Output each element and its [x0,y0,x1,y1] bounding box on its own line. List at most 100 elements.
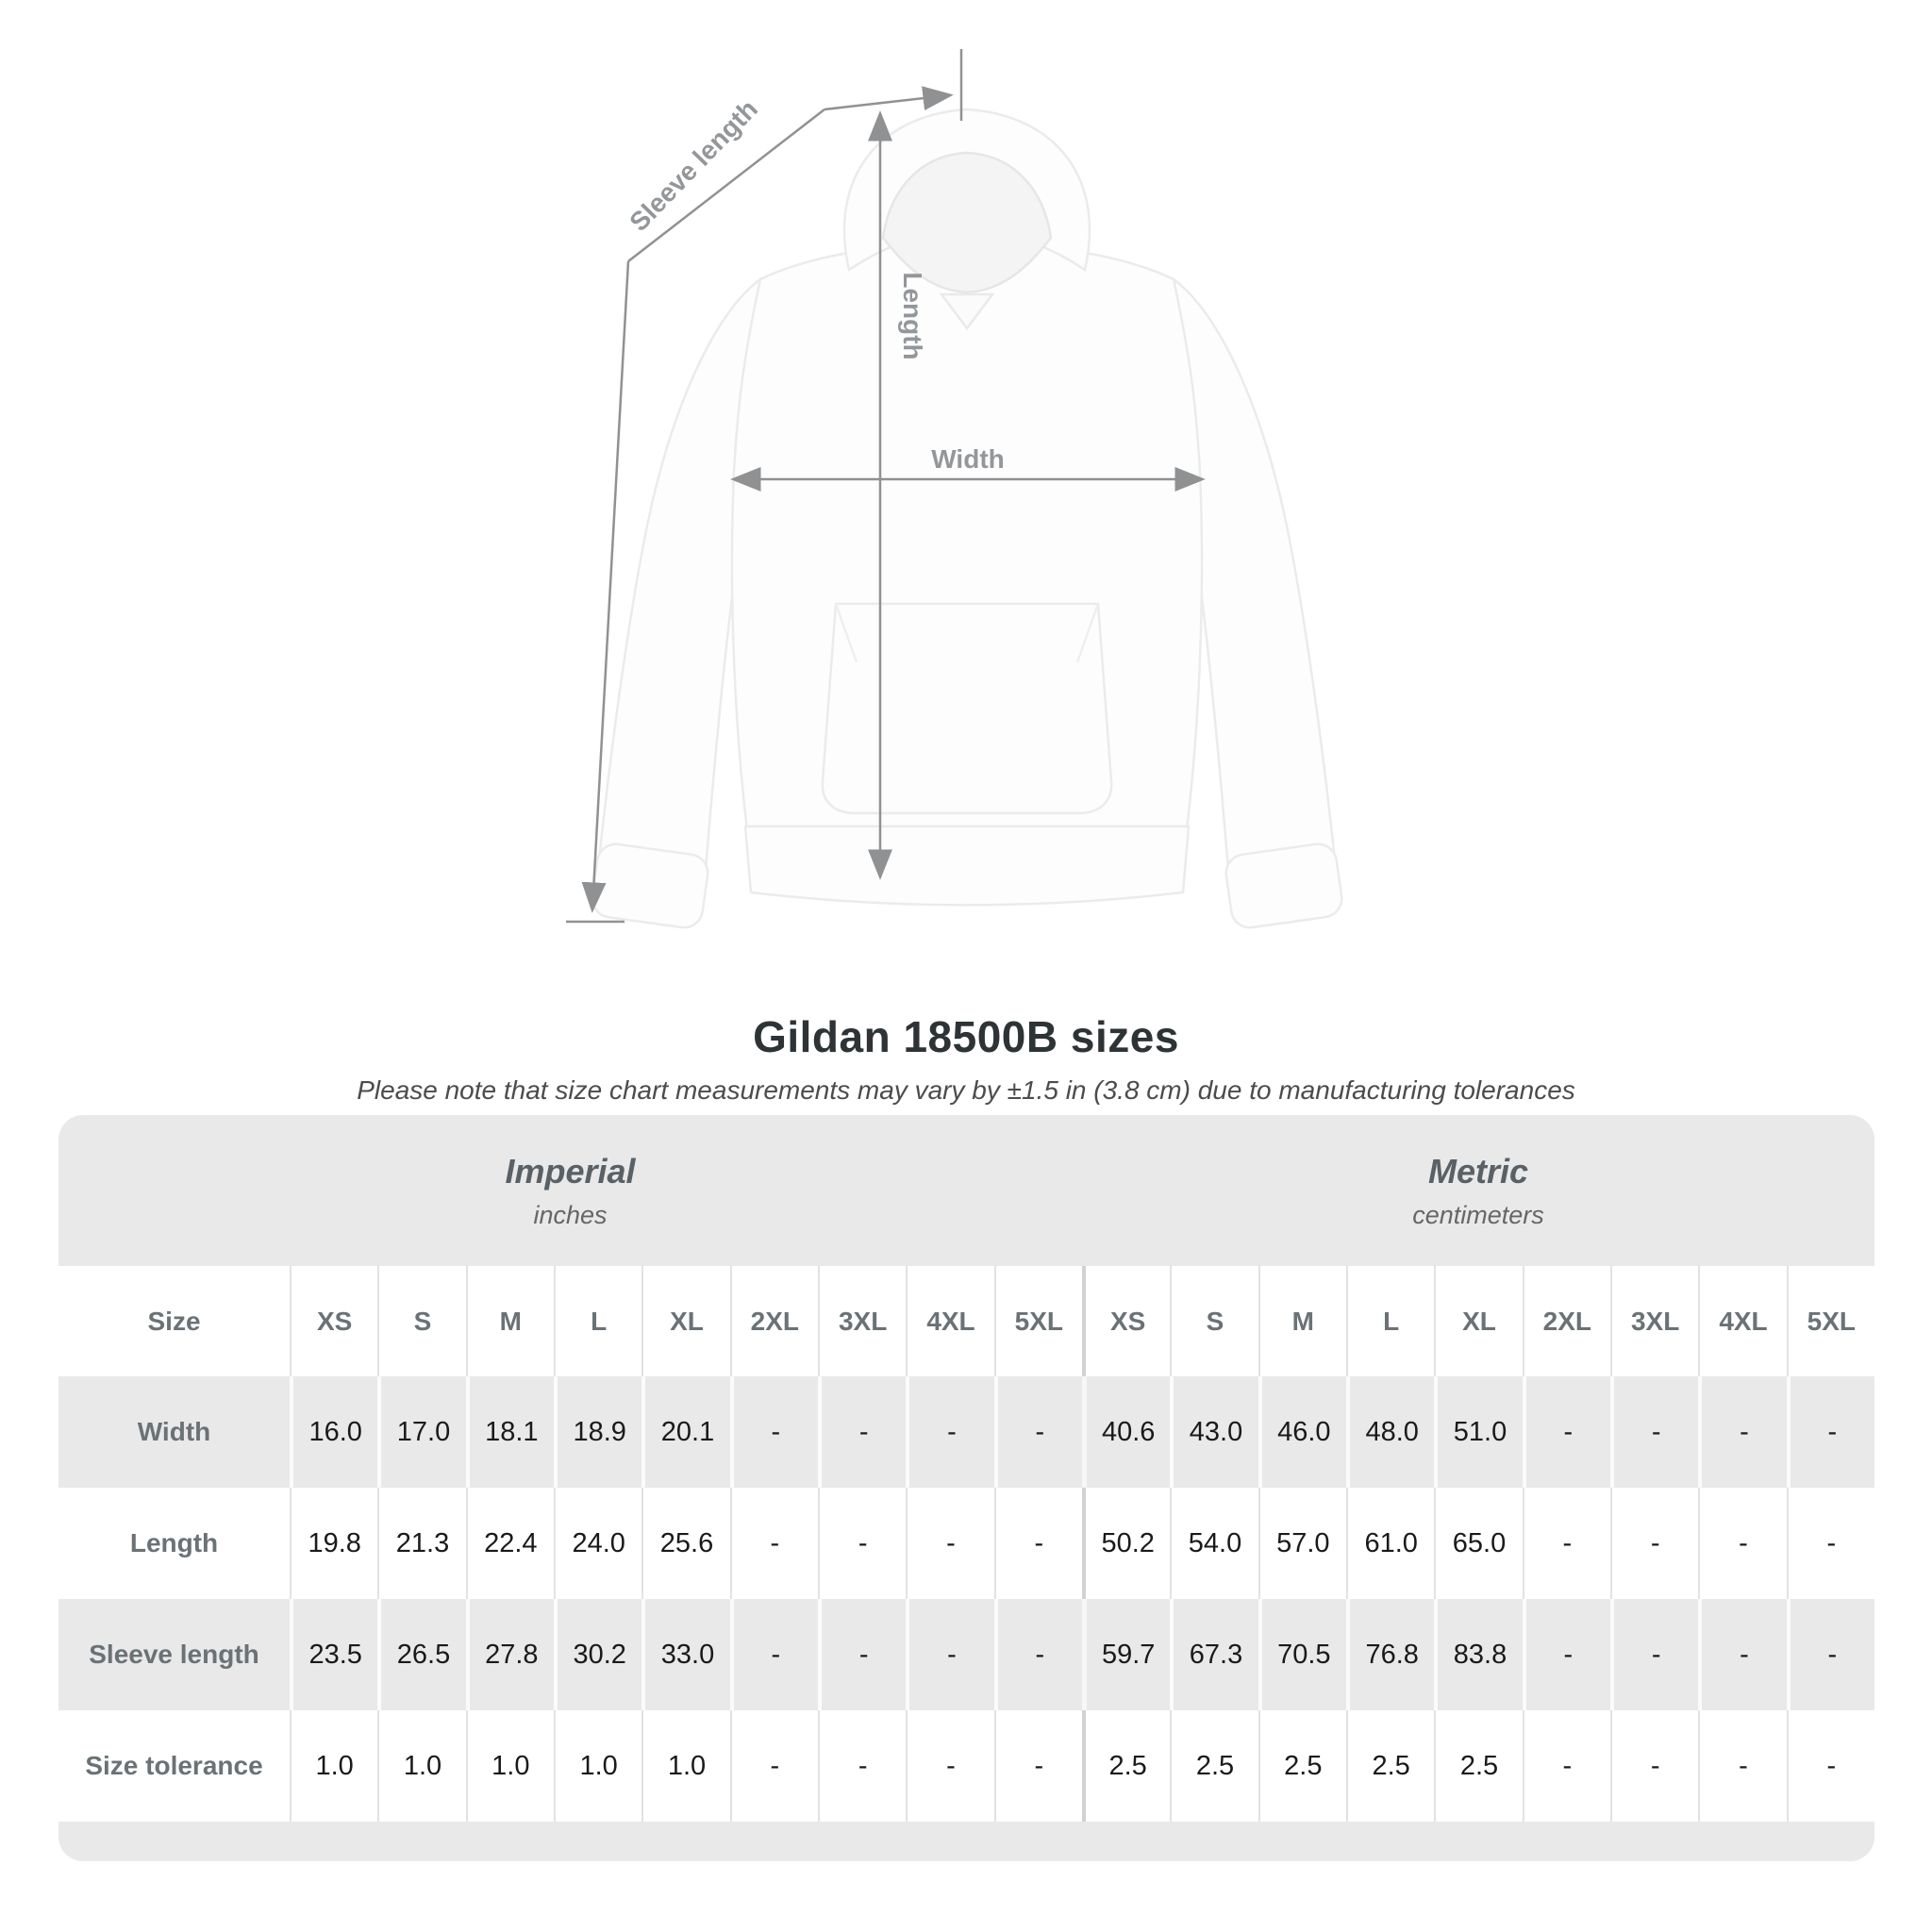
value-cell: - [1786,1710,1874,1822]
value-cell: - [729,1376,818,1488]
value-cell: - [1786,1599,1874,1710]
value-cell: 70.5 [1257,1599,1346,1710]
hoodie-illustration: Sleeve length Length Width [566,49,1343,929]
value-cell: - [906,1376,993,1488]
value-cell: 27.8 [465,1599,554,1710]
value-cell: 1.0 [554,1710,641,1822]
size-header-row: Size XS S M L XL 2XL 3XL 4XL 5XL XS S M … [58,1266,1874,1376]
value-cell: 43.0 [1170,1376,1257,1488]
value-cell: 21.3 [377,1488,465,1599]
sleeve-diagonal [627,108,825,262]
size-col-header: 2XL [1522,1266,1610,1376]
value-cell: - [1698,1599,1786,1710]
row-label: Width [137,1417,211,1446]
value-cell: - [818,1376,906,1488]
value-cell: 19.8 [290,1488,377,1599]
size-col-header: L [1346,1266,1434,1376]
value-cell: 65.0 [1434,1488,1522,1599]
size-col-header: M [465,1266,554,1376]
value-cell: - [1522,1488,1610,1599]
value-cell: - [818,1710,906,1822]
imperial-section-title: Imperial [505,1151,636,1191]
value-cell: 30.2 [554,1599,641,1710]
metric-section-header: Metric centimeters [1082,1115,1874,1266]
hoodie-graphic [591,108,1343,929]
value-cell: 57.0 [1257,1488,1346,1599]
metric-section-unit: centimeters [1412,1200,1544,1229]
value-cell: 1.0 [465,1710,554,1822]
size-col-header: S [1170,1266,1257,1376]
size-col-header: 4XL [1698,1266,1786,1376]
value-cell: 67.3 [1170,1599,1257,1710]
value-cell: 50.2 [1082,1488,1170,1599]
size-corner-header: Size [147,1306,201,1336]
sleeve-drop [581,260,630,913]
row-label: Length [129,1528,219,1557]
value-cell: - [1698,1376,1786,1488]
value-cell: - [1786,1376,1874,1488]
value-cell: 33.0 [641,1599,729,1710]
size-col-header: S [377,1266,465,1376]
value-cell: - [729,1599,818,1710]
measurement-lines [566,49,1206,924]
size-col-header: 3XL [1610,1266,1698,1376]
value-cell: 48.0 [1346,1376,1434,1488]
value-cell: 2.5 [1434,1710,1522,1822]
value-cell: 76.8 [1346,1599,1434,1710]
row-label: Size tolerance [85,1751,263,1780]
value-cell: 26.5 [377,1599,465,1710]
value-cell: 46.0 [1257,1376,1346,1488]
length-label: Length [898,272,927,359]
table-row-size-tolerance: Size tolerance 1.0 1.0 1.0 1.0 1.0 - - -… [58,1710,1874,1822]
row-label: Sleeve length [89,1640,259,1669]
value-cell: - [993,1599,1082,1710]
value-cell: - [1522,1599,1610,1710]
page-subtitle: Please note that size chart measurements… [357,1075,1575,1105]
value-cell: 2.5 [1257,1710,1346,1822]
imperial-section-unit: inches [533,1200,608,1229]
value-cell: 54.0 [1170,1488,1257,1599]
value-cell: - [1610,1376,1698,1488]
value-cell: 61.0 [1346,1488,1434,1599]
value-cell: - [729,1710,818,1822]
value-cell: - [1610,1488,1698,1599]
sleeve-arrow-top [824,86,954,111]
size-col-header: 5XL [1786,1266,1874,1376]
value-cell: - [906,1488,993,1599]
value-cell: - [1610,1599,1698,1710]
size-col-header: XS [1082,1266,1170,1376]
value-cell: 2.5 [1346,1710,1434,1822]
value-cell: 22.4 [465,1488,554,1599]
value-cell: 83.8 [1434,1599,1522,1710]
value-cell: - [1522,1710,1610,1822]
table-row-width: Width 16.0 17.0 18.1 18.9 20.1 - - - - 4… [58,1376,1874,1488]
value-cell: 18.1 [465,1376,554,1488]
page-title: Gildan 18500B sizes [753,1012,1179,1061]
table-row-length: Length 19.8 21.3 22.4 24.0 25.6 - - - - … [58,1488,1874,1599]
size-col-header: M [1257,1266,1346,1376]
value-cell: - [1610,1710,1698,1822]
size-col-header: XS [290,1266,377,1376]
value-cell: - [1522,1376,1610,1488]
size-col-header: L [554,1266,641,1376]
value-cell: - [729,1488,818,1599]
sleeve-length-label: Sleeve length [624,94,763,237]
table-section-header: Imperial inches Metric centimeters [58,1115,1874,1266]
value-cell: 16.0 [290,1376,377,1488]
metric-section-title: Metric [1427,1151,1529,1191]
table-footer-band [58,1822,1874,1861]
size-col-header: 3XL [818,1266,906,1376]
value-cell: 17.0 [377,1376,465,1488]
value-cell: - [1698,1488,1786,1599]
value-cell: 2.5 [1082,1710,1170,1822]
hoodie-figure: Sleeve length Length Width [566,49,1343,929]
width-label: Width [931,444,1005,474]
value-cell: 1.0 [290,1710,377,1822]
value-cell: 2.5 [1170,1710,1257,1822]
table-row-sleeve-length: Sleeve length 23.5 26.5 27.8 30.2 33.0 -… [58,1599,1874,1710]
value-cell: - [1786,1488,1874,1599]
value-cell: 23.5 [290,1599,377,1710]
value-cell: - [818,1488,906,1599]
value-cell: 24.0 [554,1488,641,1599]
